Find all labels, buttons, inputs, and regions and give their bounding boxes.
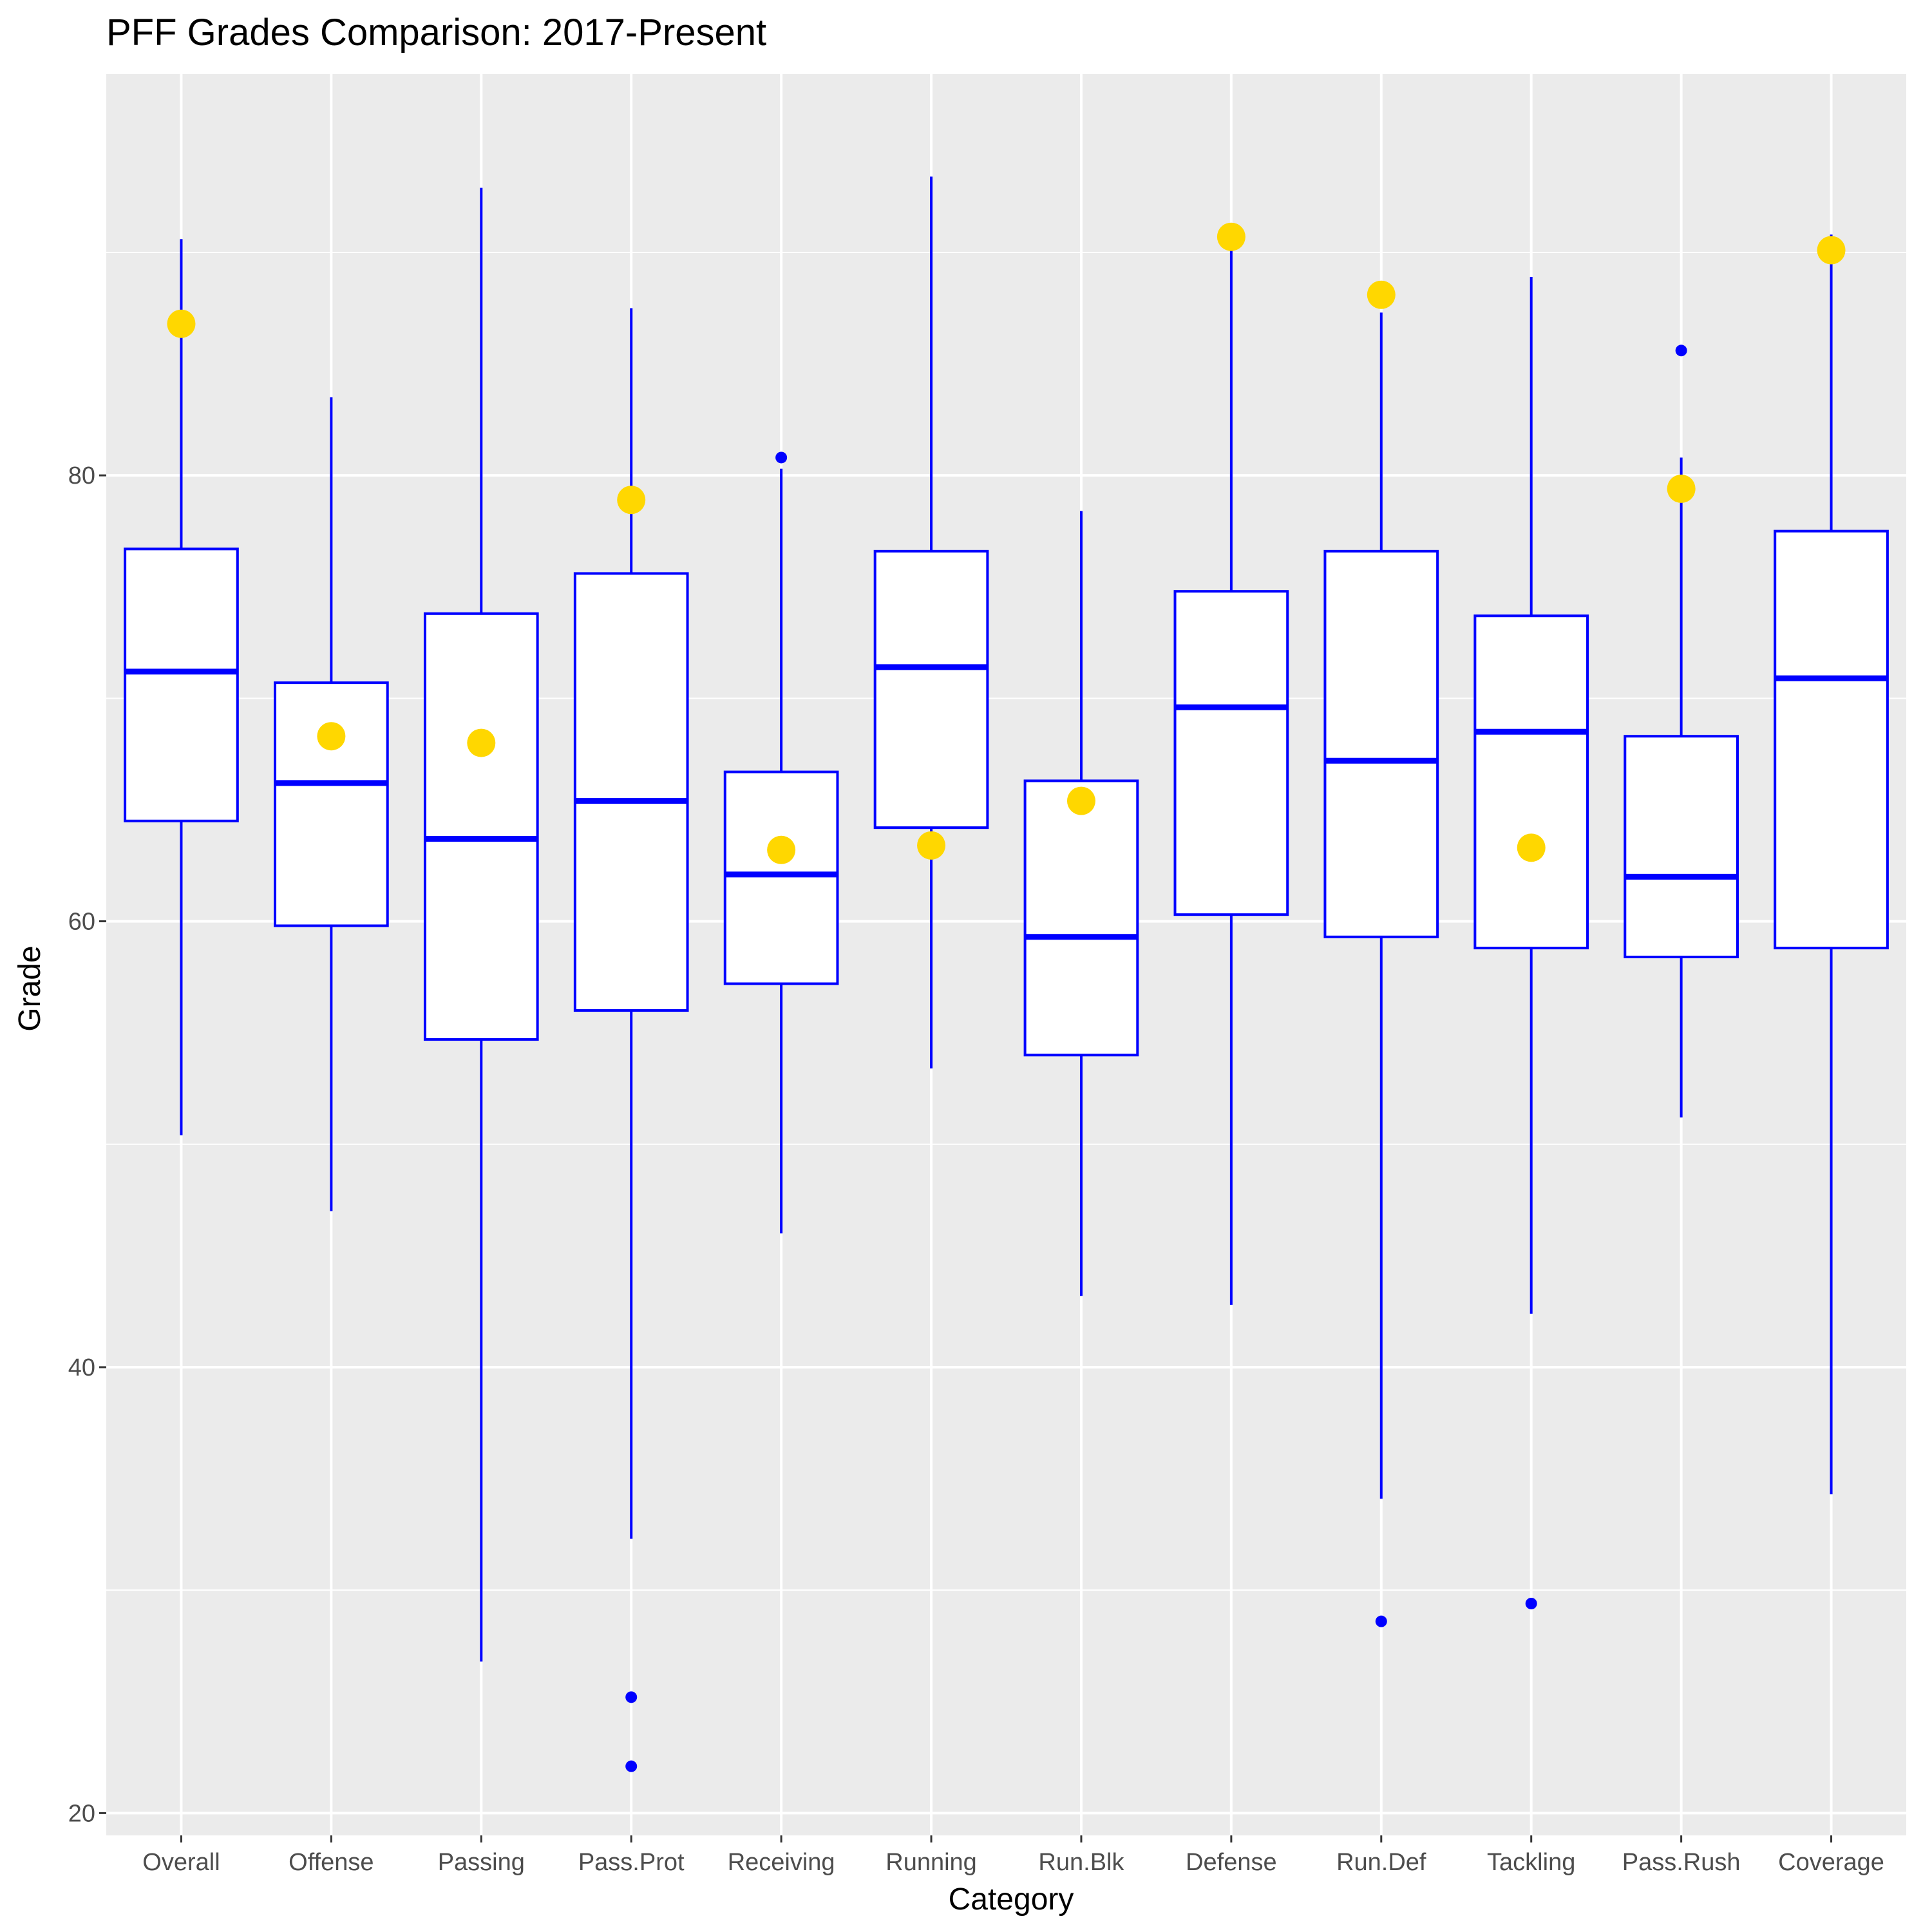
y-tick-label: 20 <box>68 1800 95 1827</box>
highlight-point-offense <box>317 722 346 751</box>
y-tick-label: 80 <box>68 462 95 489</box>
highlight-points <box>167 222 1846 864</box>
box-tackling <box>1473 277 1589 1609</box>
highlight-point-pass-prot <box>617 486 646 515</box>
highlight-point-run-blk <box>1066 786 1095 815</box>
x-axis-title: Category <box>949 1882 1074 1917</box>
iqr-box <box>723 770 839 985</box>
x-tick-label: Receiving <box>728 1849 835 1876</box>
x-tick-label: Running <box>886 1849 977 1876</box>
x-tick-label: Run.Blk <box>1038 1849 1124 1876</box>
x-tick-label: Tackling <box>1487 1849 1575 1876</box>
x-tick-label: Overall <box>142 1849 220 1876</box>
plot-panel <box>106 74 1906 1835</box>
x-tick-label: Defense <box>1186 1849 1277 1876</box>
outlier-point <box>1375 1615 1387 1627</box>
boxes <box>124 176 1889 1772</box>
iqr-box <box>423 612 539 1041</box>
highlight-point-passing <box>467 728 496 757</box>
outlier-point <box>1525 1597 1537 1609</box>
highlight-point-defense <box>1217 222 1245 251</box>
outlier-point <box>625 1760 638 1772</box>
y-axis-title: Grade <box>13 945 47 1031</box>
x-tick-label: Offense <box>289 1849 374 1876</box>
highlight-point-tackling <box>1517 833 1546 862</box>
iqr-box <box>1323 549 1439 938</box>
iqr-box <box>124 547 239 822</box>
box-coverage <box>1774 234 1889 1495</box>
iqr-box <box>274 681 389 927</box>
box-run-blk <box>1023 511 1139 1296</box>
box-pass-prot <box>573 308 689 1772</box>
highlight-point-receiving <box>767 835 796 864</box>
iqr-box <box>1624 735 1739 958</box>
x-tick-label: Passing <box>438 1849 525 1876</box>
highlight-point-pass-rush <box>1667 474 1696 503</box>
y-tick-label: 40 <box>68 1354 95 1381</box>
iqr-box <box>573 572 689 1012</box>
x-tick-label: Pass.Prot <box>578 1849 685 1876</box>
box-running <box>873 176 989 1069</box>
box-defense <box>1173 243 1289 1305</box>
chart-title: PFF Grades Comparison: 2017-Present <box>106 12 766 53</box>
x-tick-label: Run.Def <box>1336 1849 1426 1876</box>
outlier-point <box>625 1691 638 1703</box>
iqr-box <box>873 549 989 829</box>
box-run-def <box>1323 312 1439 1627</box>
iqr-box <box>1173 590 1289 916</box>
y-tick-label: 60 <box>68 909 95 936</box>
box-pass-rush <box>1624 345 1739 1118</box>
x-tick-label: Pass.Rush <box>1622 1849 1741 1876</box>
highlight-point-coverage <box>1817 236 1846 265</box>
outlier-point <box>1675 345 1687 357</box>
iqr-box <box>1023 779 1139 1057</box>
iqr-box <box>1774 529 1889 950</box>
box-overall <box>124 239 239 1135</box>
highlight-point-overall <box>167 309 196 338</box>
x-tick-label: Coverage <box>1778 1849 1884 1876</box>
box-receiving <box>723 451 839 1234</box>
highlight-point-running <box>917 831 946 860</box>
outlier-point <box>775 451 788 464</box>
box-passing <box>423 187 539 1662</box>
axis-ticks: 20 40 60 80 Overall Offense Passing Pass.Prot Re… <box>68 462 1884 1876</box>
highlight-point-run-def <box>1367 280 1396 309</box>
iqr-box <box>1473 614 1589 950</box>
